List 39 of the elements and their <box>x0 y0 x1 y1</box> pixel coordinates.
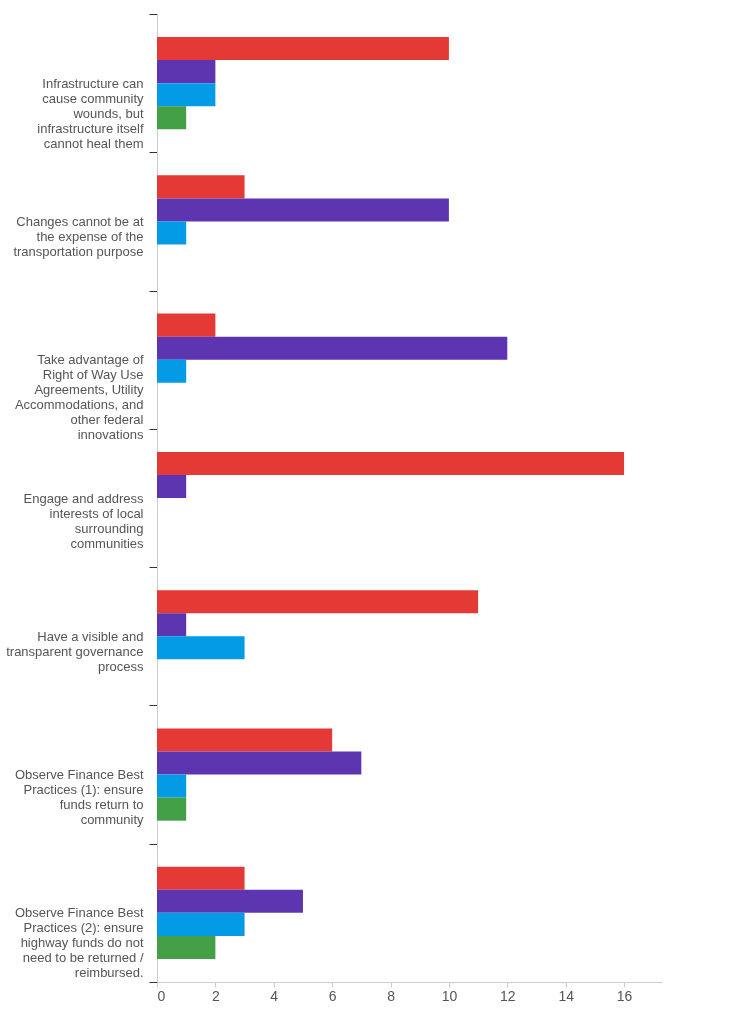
bar <box>157 221 187 245</box>
bar <box>157 60 216 84</box>
x-tick-label: 12 <box>500 987 516 1004</box>
bar <box>157 37 449 61</box>
y-tick-label: Observe Finance Best Practices (2): ensure highway funds do not need to be returned / reimbursed. <box>14 905 144 981</box>
x-tick-label: 6 <box>328 987 337 1004</box>
bar <box>157 106 187 130</box>
bar <box>157 751 362 775</box>
y-tick-label: Have a visible and transparent governance process <box>6 628 144 674</box>
x-tick-label: 8 <box>387 987 396 1004</box>
y-tick-label: Engage and address interests of local surrounding communities <box>23 490 144 551</box>
bar <box>157 613 187 637</box>
x-tick-label: 2 <box>211 987 220 1004</box>
y-tick-label: Changes cannot be at the expense of the transportation purpose <box>13 213 144 259</box>
y-tick-label: Infrastructure can cause community wounds, but infrastructure itself cannot heal them <box>37 75 144 151</box>
y-tick-label: Take advantage of Right of Way Use Agreements, Utility Accommodations, and other federal innovations <box>14 352 144 443</box>
x-tick-label: 14 <box>558 987 575 1004</box>
bar <box>157 336 508 360</box>
bar <box>157 198 449 222</box>
bar <box>157 175 245 199</box>
x-tick-label: 10 <box>441 987 458 1004</box>
bar <box>157 728 333 752</box>
bar <box>157 797 187 821</box>
bar <box>157 359 187 383</box>
bar <box>157 636 245 660</box>
bar <box>157 935 216 959</box>
bar <box>157 889 303 913</box>
y-tick-label: Observe Finance Best Practices (1): ensure funds return to community <box>14 767 144 828</box>
x-tick-label: 0 <box>157 987 166 1004</box>
bar <box>157 912 245 936</box>
bar <box>157 313 216 337</box>
bar <box>157 774 187 798</box>
bar <box>157 451 625 475</box>
bar <box>157 866 245 890</box>
bar <box>157 590 479 614</box>
x-tick-label: 4 <box>270 987 279 1004</box>
bar <box>157 83 216 107</box>
x-tick-label: 16 <box>616 987 633 1004</box>
bar <box>157 474 187 498</box>
